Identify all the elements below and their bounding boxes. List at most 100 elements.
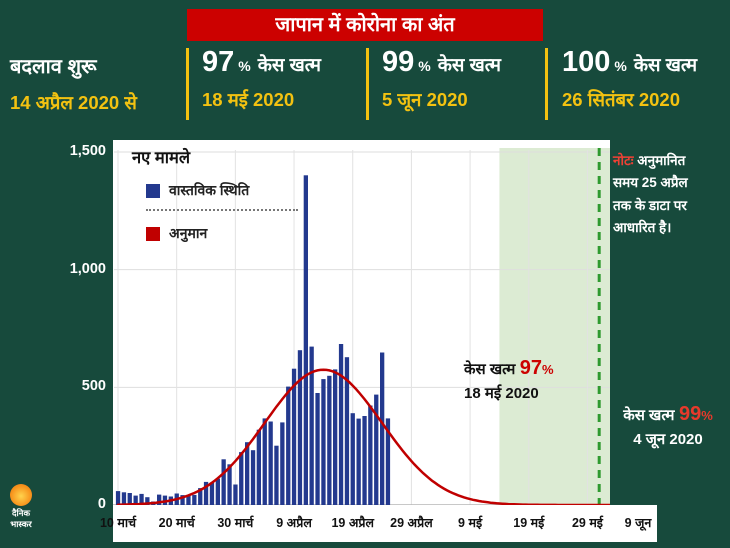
x-axis-label: 10 मार्च	[99, 516, 137, 530]
bar	[380, 352, 385, 505]
bar	[274, 445, 279, 505]
legend-item-estimate: अनुमान	[146, 224, 207, 243]
bar	[338, 344, 344, 505]
x-axis-strip	[113, 505, 657, 542]
milestone-percent-sign: %	[418, 58, 431, 74]
bar	[385, 418, 391, 505]
x-axis-label: 29 मई	[571, 516, 603, 530]
bar	[215, 478, 220, 505]
bar	[303, 175, 308, 505]
bar	[186, 495, 191, 505]
header-divider	[186, 48, 189, 120]
bar	[115, 491, 121, 505]
x-axis-label: 9 जून	[624, 516, 652, 530]
bar	[145, 497, 150, 505]
annotation-99: केस खत्म 99% 4 जून 2020	[623, 403, 713, 448]
bar	[356, 418, 361, 505]
projection-band	[499, 148, 610, 505]
intro-line2: 14 अप्रैल 2020 से	[10, 92, 137, 113]
bar	[250, 450, 256, 505]
bar	[344, 357, 350, 505]
note-prefix: नोटः	[613, 153, 634, 168]
bar	[127, 493, 132, 505]
x-axis-label: 19 मई	[513, 516, 545, 530]
bar	[180, 495, 185, 505]
chart-title: नए मामले	[132, 149, 191, 167]
dainik-bhaskar-logo: दैनिक भास्कर	[3, 484, 39, 530]
bar	[198, 488, 203, 505]
x-axis-label: 9 मई	[458, 516, 483, 530]
header-divider	[545, 48, 548, 120]
bar	[227, 464, 232, 505]
bar	[374, 394, 379, 505]
milestone-date: 18 मई 2020	[202, 89, 295, 110]
milestone-99: 99 % केस खत्म 5 जून 2020	[382, 48, 542, 112]
bar	[309, 346, 314, 505]
bar	[321, 379, 326, 505]
bar	[256, 429, 261, 505]
bar	[350, 413, 355, 505]
bar	[203, 481, 209, 505]
milestone-percent-sign: %	[238, 58, 251, 74]
milestone-percent-sign: %	[614, 58, 627, 74]
milestone-percent: 97	[202, 46, 235, 78]
bar	[268, 421, 273, 505]
annotation-97: केस खत्म 97% 18 मई 2020	[464, 357, 554, 402]
bar	[239, 452, 244, 505]
y-axis-label: 1,000	[69, 261, 106, 277]
note: नोटः अनुमानित समय 25 अप्रैल तक के डाटा प…	[613, 153, 688, 235]
legend-label-estimate: अनुमान	[169, 225, 208, 241]
legend-label-actual: वास्तविक स्थिति	[169, 182, 250, 198]
milestone-97: 97 % केस खत्म 18 मई 2020	[202, 48, 362, 112]
header-divider	[366, 48, 369, 120]
milestone-date: 26 सितंबर 2020	[562, 89, 680, 110]
bar	[315, 393, 320, 505]
milestone-label: केस खत्म	[257, 54, 321, 75]
title-banner: जापान में कोरोना का अंत	[187, 9, 543, 41]
x-axis-label: 9 अप्रैल	[276, 516, 312, 530]
x-axis-label: 20 मार्च	[158, 516, 195, 530]
y-axis-label: 1,500	[69, 143, 106, 159]
sun-icon	[10, 484, 32, 506]
milestone-percent: 99	[382, 46, 415, 78]
bar	[233, 484, 238, 505]
header-intro: बदलाव शुरू 14 अप्रैल 2020 से	[10, 52, 182, 115]
legend-swatch-estimate	[146, 226, 160, 241]
y-axis-label: 500	[81, 378, 106, 394]
bar	[139, 493, 144, 505]
legend-item-actual: वास्तविक स्थिति	[146, 181, 298, 211]
x-axis-label: 19 अप्रैल	[331, 516, 374, 530]
bar	[245, 442, 250, 505]
estimate-curve	[116, 368, 610, 505]
bar	[280, 422, 285, 505]
milestone-label: केस खत्म	[437, 54, 501, 75]
intro-line1: बदलाव शुरू	[10, 56, 97, 78]
bar	[157, 494, 162, 505]
bar	[286, 386, 291, 505]
bar	[209, 482, 215, 505]
milestone-100: 100 % केस खत्म 26 सितंबर 2020	[562, 48, 730, 112]
bar	[221, 459, 226, 505]
y-axis-label: 0	[97, 496, 106, 512]
bar	[362, 416, 367, 505]
milestone-date: 5 जून 2020	[382, 89, 468, 110]
bar	[291, 368, 297, 505]
milestone-percent: 100	[562, 46, 611, 78]
bar	[297, 350, 303, 505]
bar	[192, 494, 197, 505]
actual-bars	[115, 175, 391, 505]
x-axis-label: 29 अप्रैल	[390, 516, 433, 530]
page-title: जापान में कोरोना का अंत	[275, 14, 455, 36]
bar	[333, 369, 338, 505]
bar	[133, 495, 138, 505]
bar	[368, 405, 373, 505]
bar	[327, 375, 332, 505]
chart-svg	[113, 148, 610, 505]
logo-text: दैनिक भास्कर	[10, 508, 32, 530]
legend-swatch-actual	[146, 183, 160, 198]
milestone-label: केस खत्म	[633, 54, 698, 75]
bar	[262, 418, 267, 505]
x-axis-label: 30 मार्च	[217, 516, 254, 530]
bar	[121, 492, 127, 505]
